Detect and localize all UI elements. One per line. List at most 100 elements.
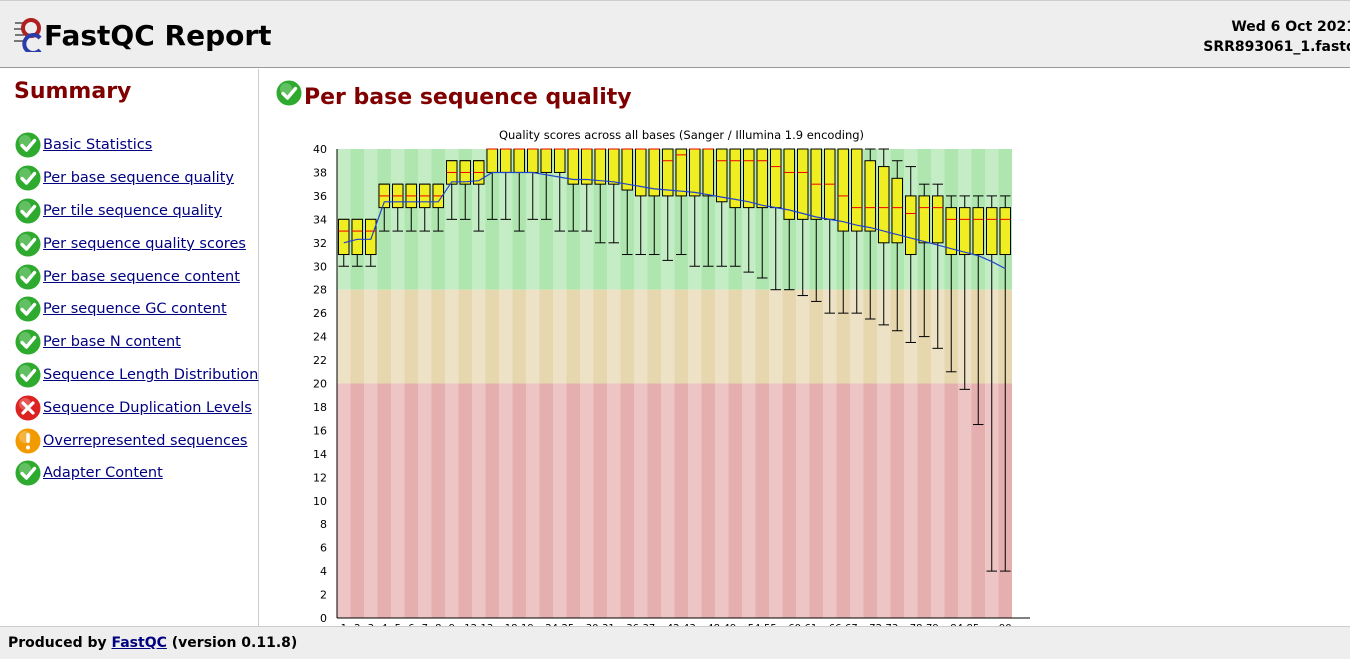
module-link[interactable]: Per base sequence quality [43,170,234,187]
quality-box [499,148,512,173]
y-tick-label: 30 [313,260,327,273]
pass-icon [14,230,42,258]
zone-stripe [688,289,702,384]
zone-stripe [364,383,378,618]
zone-stripe [958,383,972,618]
zone-stripe [499,289,513,384]
zone-stripe [661,383,675,618]
summary-sidebar: Summary Basic Statistics Per base sequenc… [0,69,259,626]
quality-box [553,148,566,173]
quality-boxplot-chart: 0246810121416182022242628303234363840Qua… [313,128,1030,626]
y-tick-label: 12 [313,471,327,484]
x-tick-label: 48-49 [707,623,736,626]
quality-box [742,148,755,209]
quality-box [904,195,917,256]
zone-stripe [418,289,432,384]
quality-box [918,195,931,244]
y-tick-label: 16 [313,424,327,437]
module-link[interactable]: Per base sequence content [43,268,240,285]
report-meta: Wed 6 Oct 2021 SRR893061_1.fastq [1203,17,1350,57]
module-link[interactable]: Sequence Length Distribution [43,366,259,383]
zone-stripe [850,383,864,618]
zone-stripe [877,289,891,384]
module-link[interactable]: Sequence Duplication Levels [43,399,252,416]
footer-prefix: Produced by [8,635,107,651]
pass-icon [275,79,303,107]
quality-box [486,148,499,173]
quality-box [634,148,647,197]
quality-box [661,148,674,197]
zone-stripe [580,289,594,384]
y-tick-label: 10 [313,495,327,508]
zone-stripe [742,383,756,618]
quality-box [985,207,998,256]
x-tick-label: 60-61 [788,623,817,626]
module-link[interactable]: Basic Statistics [43,137,153,154]
y-tick-label: 2 [320,589,327,602]
quality-box [796,148,809,220]
pass-icon [14,263,42,291]
x-tick-label: 36-37 [626,623,655,626]
y-tick-label: 20 [313,378,327,391]
mean-line [343,171,1006,270]
module-link[interactable]: Overrepresented sequences [43,432,248,449]
zone-stripe [391,289,405,384]
y-tick-label: 0 [320,612,327,625]
module-link[interactable]: Adapter Content [43,465,163,482]
module-link[interactable]: Per sequence quality scores [43,235,246,252]
module-item: Per tile sequence quality [14,195,258,228]
quality-box [850,148,863,232]
y-tick-label: 32 [313,237,327,250]
quality-box [364,218,377,256]
main-content: Per base sequence quality 0 2 4 6 8 10 12 14 16 1… [260,69,1350,626]
x-tick-label: 1 [341,623,347,626]
zone-stripe [634,289,648,384]
quality-box [337,218,350,256]
module-item: Basic Statistics [14,129,258,162]
x-tick-label: 18-19 [505,623,534,626]
pass-icon [14,131,42,159]
zone-stripe [553,289,567,384]
y-tick-label: 18 [313,401,327,414]
zone-stripe [661,289,675,384]
module-item: Adapter Content [14,457,258,490]
zone-stripe [769,383,783,618]
quality-box [945,207,958,256]
x-tick-label: 42-43 [667,623,696,626]
zone-stripe [337,289,351,384]
pass-icon [14,164,42,192]
zone-stripe [445,289,459,384]
y-tick-label: 28 [313,284,327,297]
quality-box [972,207,985,256]
zone-stripe [499,383,513,618]
zone-stripe [715,383,729,618]
zone-stripe [418,383,432,618]
module-link[interactable]: Per tile sequence quality [43,202,223,219]
zone-stripe [634,383,648,618]
fastqc-link[interactable]: FastQC [111,635,167,651]
report-header: FastQC Report Wed 6 Oct 2021 SRR893061_1… [0,0,1350,68]
x-tick-label: 24-25 [545,623,574,626]
x-tick-label: 12-13 [464,623,493,626]
zone-stripe [715,289,729,384]
x-tick-label: 30-31 [586,623,615,626]
quality-box [877,166,890,244]
x-tick-label: 5 [395,623,401,626]
module-link[interactable]: Per sequence GC content [43,301,227,318]
pass-icon [14,295,42,323]
quality-box [769,148,782,209]
module-link[interactable]: Per base N content [43,334,181,351]
zone-stripe [796,383,810,618]
quality-box [891,177,904,244]
module-item: Sequence Duplication Levels [14,391,258,424]
quality-box [837,148,850,232]
report-title: FastQC Report [44,19,272,52]
section-title: Per base sequence quality [304,85,632,110]
x-tick-label: 9 [449,623,455,626]
zone-stripe [877,383,891,618]
y-tick-label: 34 [313,213,327,226]
pass-icon [14,328,42,356]
zone-stripe [337,383,351,618]
quality-box [351,218,364,256]
y-tick-label: 22 [313,354,327,367]
